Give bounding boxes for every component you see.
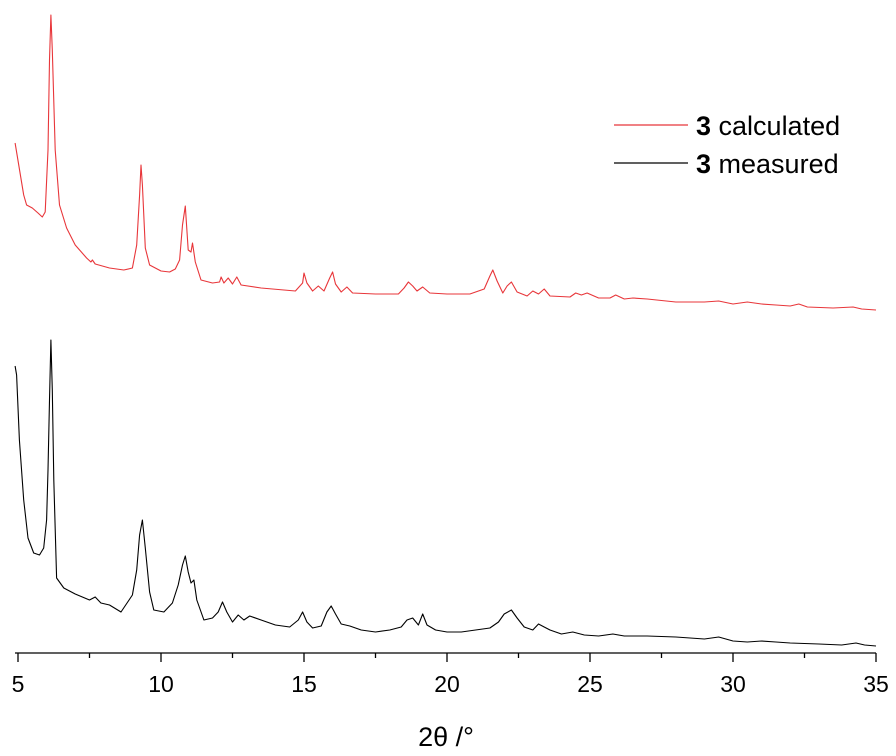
x-axis-title: 2θ /°: [418, 722, 474, 752]
x-tick-label: 30: [720, 671, 746, 697]
series-line-calculated: [14, 14, 877, 311]
legend: 3 calculated 3 measured: [614, 111, 840, 179]
x-tick-label: 15: [291, 671, 317, 697]
x-tick-label: 20: [434, 671, 460, 697]
x-tick-label: 35: [863, 671, 889, 697]
series-line-measured: [14, 339, 877, 647]
legend-label-measured: 3 measured: [696, 149, 839, 179]
legend-compound-measured: 3: [696, 149, 711, 179]
legend-compound-calculated: 3: [696, 111, 711, 141]
x-axis-ticks: 5 10 15 20 25 30 35: [12, 653, 889, 697]
plot-area: [14, 14, 877, 647]
x-tick-label: 5: [12, 671, 25, 697]
legend-text-measured: measured: [711, 149, 839, 179]
legend-label-calculated: 3 calculated: [696, 111, 840, 141]
legend-text-calculated: calculated: [711, 111, 840, 141]
x-tick-label: 10: [148, 671, 174, 697]
x-tick-label: 25: [577, 671, 603, 697]
